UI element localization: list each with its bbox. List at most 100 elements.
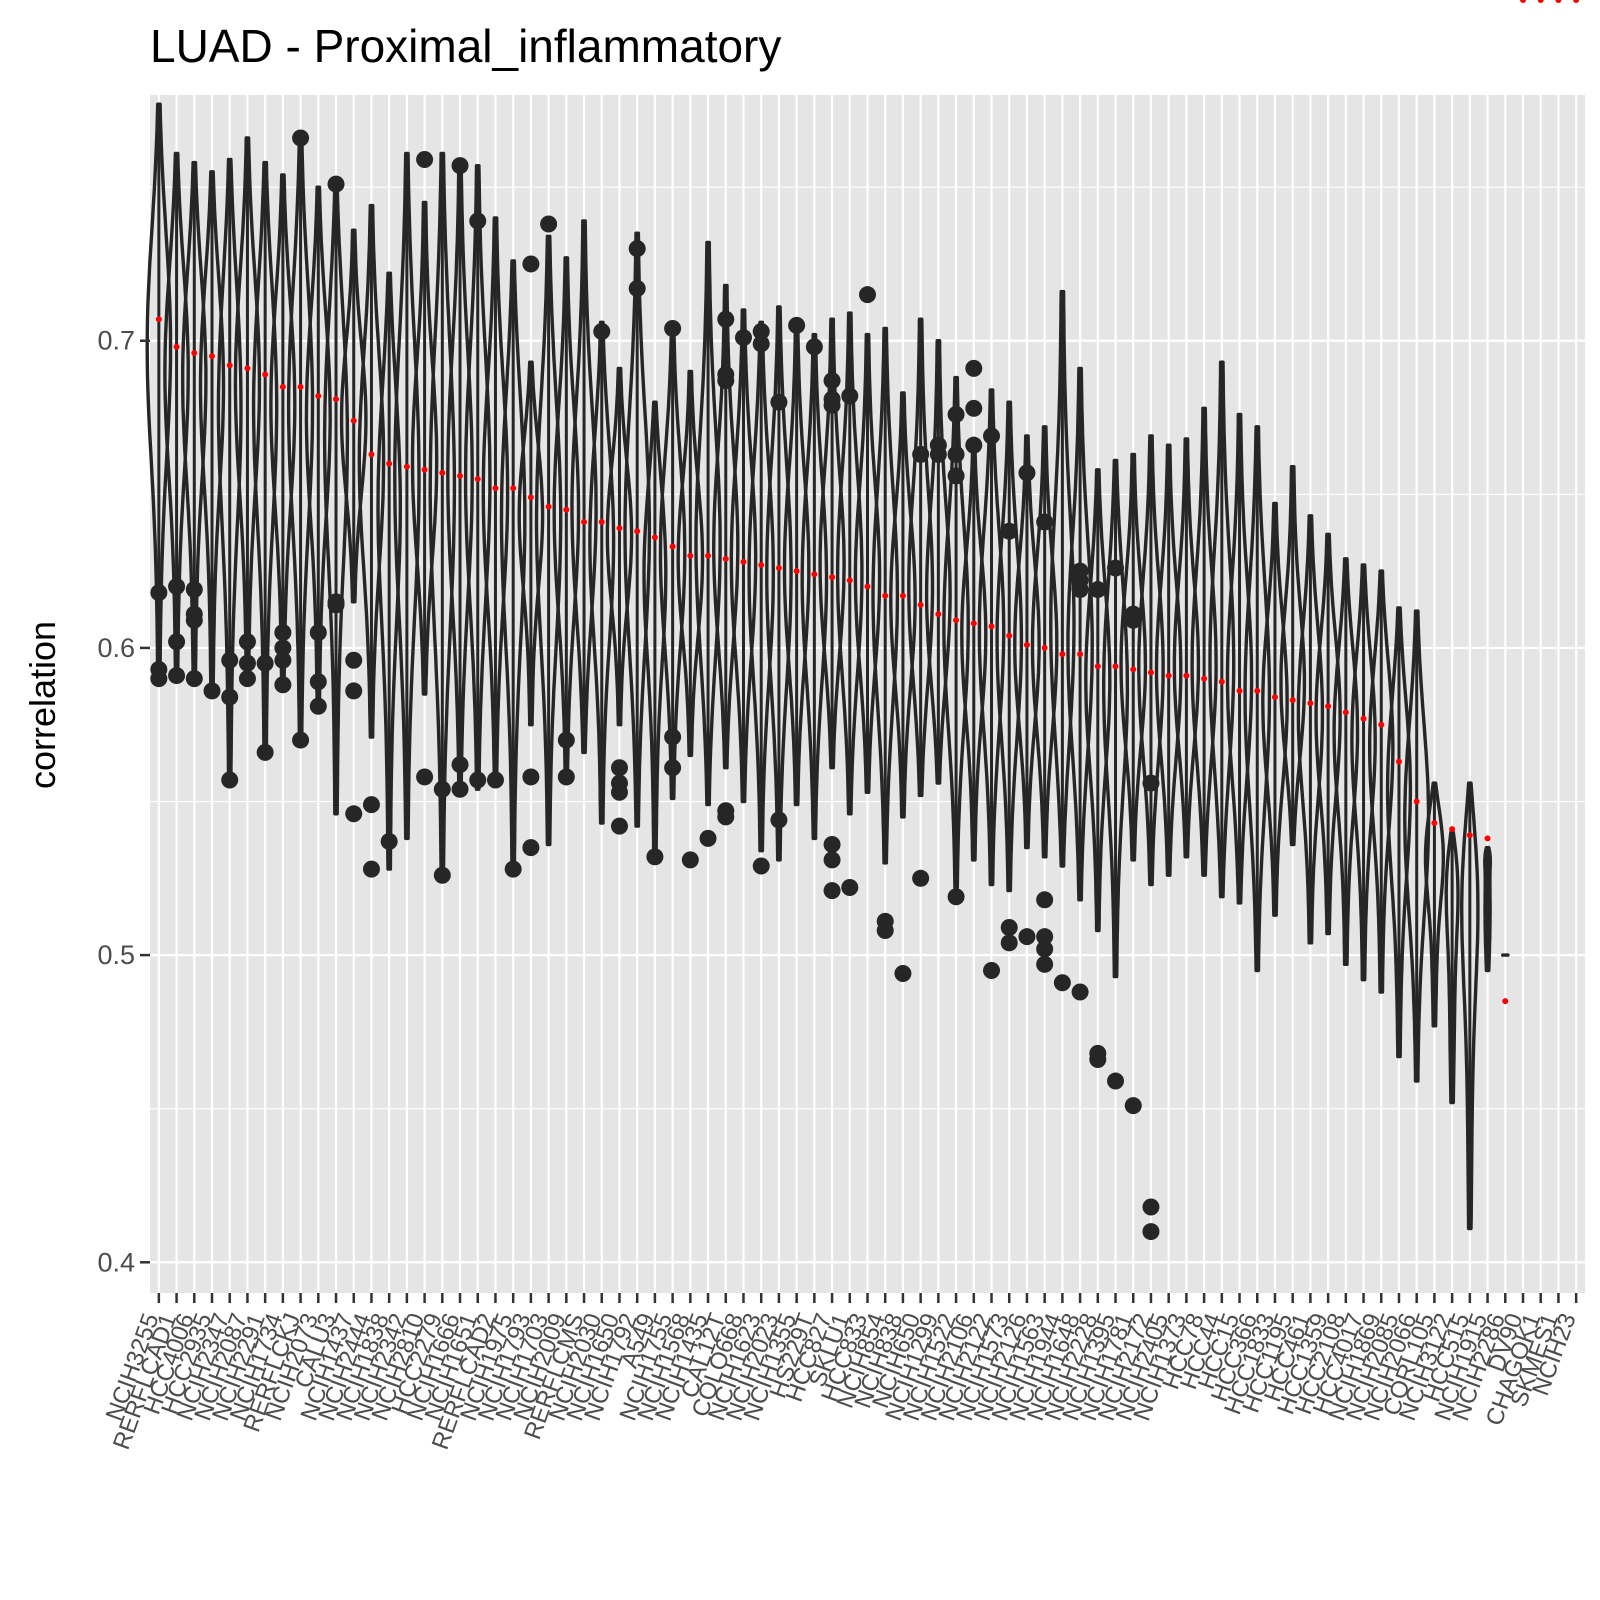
outlier-48-2	[1000, 934, 1018, 952]
outlier-34-1	[752, 335, 770, 353]
violin-shape-67	[1332, 557, 1360, 966]
mean-point-10	[333, 396, 340, 403]
violin-64	[1279, 465, 1307, 847]
outlier-28-0	[646, 848, 664, 866]
mean-point-8	[297, 383, 304, 390]
outlier-17-0	[451, 157, 469, 175]
violin-52	[1066, 366, 1094, 1001]
violin-54	[1102, 458, 1130, 1090]
violin-10	[322, 175, 350, 816]
violin-shape-73	[1444, 830, 1460, 1105]
mean-point-62	[1254, 687, 1261, 694]
outlier-26-3	[610, 817, 628, 835]
mean-point-60	[1218, 678, 1225, 685]
outlier-34-0	[752, 323, 770, 341]
mean-point-51	[1059, 651, 1066, 658]
mean-point-21	[527, 494, 534, 501]
outlier-39-1	[841, 879, 859, 897]
mean-point-40	[864, 583, 871, 590]
outlier-10-0	[327, 175, 345, 193]
outlier-41-1	[876, 922, 894, 940]
violin-0	[145, 102, 173, 688]
means	[155, 0, 1580, 1005]
outlier-49-1	[1018, 928, 1036, 946]
mean-point-34	[758, 561, 765, 568]
mean-point-59	[1201, 675, 1208, 682]
violin-37	[800, 332, 829, 841]
violin-shape-69	[1368, 569, 1395, 994]
outlier-20-0	[504, 860, 522, 878]
violin-8	[286, 129, 315, 749]
violin-shape-25	[588, 320, 616, 825]
outlier-50-3	[1036, 940, 1054, 958]
mean-point-64	[1289, 697, 1296, 704]
violin-63	[1261, 501, 1289, 917]
outlier-38-4	[823, 851, 841, 869]
outlier-12-0	[362, 796, 380, 814]
y-tick-label-2: 0.6	[97, 633, 135, 663]
outlier-30-0	[681, 851, 699, 869]
outlier-56-1	[1142, 1198, 1160, 1216]
mean-point-65	[1307, 700, 1314, 707]
violin-6	[251, 160, 279, 761]
mean-point-49	[1023, 641, 1030, 648]
outlier-21-2	[522, 839, 540, 857]
outlier-35-1	[770, 811, 788, 829]
outlier-4-0	[221, 651, 239, 669]
violin-35	[765, 305, 793, 862]
violin-32	[712, 283, 740, 826]
outlier-54-0	[1107, 559, 1125, 577]
mean-point-6	[262, 371, 269, 378]
outlier-53-2	[1089, 1051, 1107, 1069]
mean-point-46	[970, 620, 977, 627]
outlier-32-2	[717, 372, 735, 390]
violin-shape-24	[570, 219, 598, 755]
mean-point-32	[722, 555, 729, 562]
mean-point-73	[1449, 826, 1456, 833]
outlier-23-0	[557, 731, 575, 749]
outlier-48-0	[1000, 522, 1018, 540]
mean-point-41	[882, 592, 889, 599]
mean-point-50	[1041, 644, 1048, 651]
outlier-29-1	[664, 728, 682, 746]
outlier-22-0	[540, 215, 558, 233]
mean-point-76	[1502, 998, 1509, 1005]
outlier-21-1	[522, 768, 540, 786]
mean-point-7	[279, 383, 286, 390]
mean-point-16	[439, 469, 446, 476]
outlier-29-2	[664, 759, 682, 777]
violin-60	[1208, 360, 1236, 899]
outlier-51-0	[1053, 974, 1071, 992]
mean-point-24	[581, 518, 588, 525]
outlier-38-2	[823, 396, 841, 414]
outlier-56-0	[1142, 774, 1160, 792]
violin-shape-44	[924, 339, 952, 785]
violin-75	[1483, 845, 1492, 973]
outlier-54-1	[1107, 1072, 1125, 1090]
y-tick-label-3: 0.7	[97, 326, 135, 356]
violin-13	[376, 271, 402, 871]
outlier-7-3	[274, 676, 292, 694]
violin-69	[1368, 569, 1395, 994]
mean-point-43	[917, 601, 924, 608]
violin-28	[642, 400, 668, 866]
mean-point-28	[651, 534, 658, 541]
outlier-53-0	[1089, 581, 1107, 599]
outlier-38-0	[823, 372, 841, 390]
violin-1	[163, 151, 190, 685]
outlier-5-0	[238, 633, 256, 651]
violin-67	[1332, 557, 1360, 966]
outlier-45-0	[947, 405, 965, 423]
outlier-50-1	[1036, 891, 1054, 909]
mean-point-9	[315, 393, 322, 400]
outlier-52-3	[1071, 983, 1089, 1001]
mean-point-3	[209, 353, 216, 360]
outlier-46-1	[965, 399, 983, 417]
y-axis: 0.4 0.5 0.6 0.7	[97, 326, 150, 1277]
mean-point-63	[1271, 694, 1278, 701]
violin-7	[269, 173, 297, 694]
mean-point-39	[846, 577, 853, 584]
outlier-1-2	[168, 667, 186, 685]
mean-point-11	[350, 417, 357, 424]
mean-point-13	[386, 460, 393, 467]
